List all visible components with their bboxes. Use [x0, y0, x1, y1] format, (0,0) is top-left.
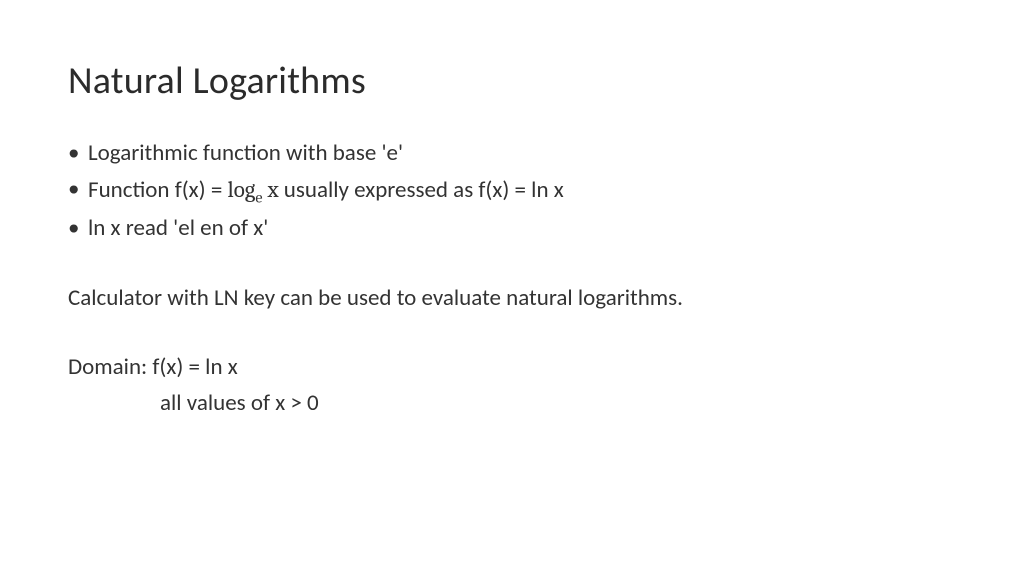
math-variable: x — [262, 176, 278, 203]
slide-title: Natural Logarithms — [68, 58, 956, 104]
domain-line-1: Domain: f(x) = ln x — [68, 350, 956, 386]
domain-block: Domain: f(x) = ln x all values of x > 0 — [68, 350, 956, 421]
math-log: log — [227, 176, 255, 203]
domain-line-2: all values of x > 0 — [68, 386, 956, 422]
bullet-item: ln x read 'el en of x' — [68, 211, 956, 247]
bullet-text-suffix: usually expressed as f(x) = ln x — [279, 176, 564, 204]
bullet-text-prefix: Function f(x) = — [88, 176, 227, 204]
bullet-item: Function f(x) = loge x usually expressed… — [68, 172, 956, 212]
bullet-item: Logarithmic function with base 'e' — [68, 136, 956, 172]
paragraph: Calculator with LN key can be used to ev… — [68, 281, 956, 317]
bullet-list: Logarithmic function with base 'e' Funct… — [68, 136, 956, 247]
